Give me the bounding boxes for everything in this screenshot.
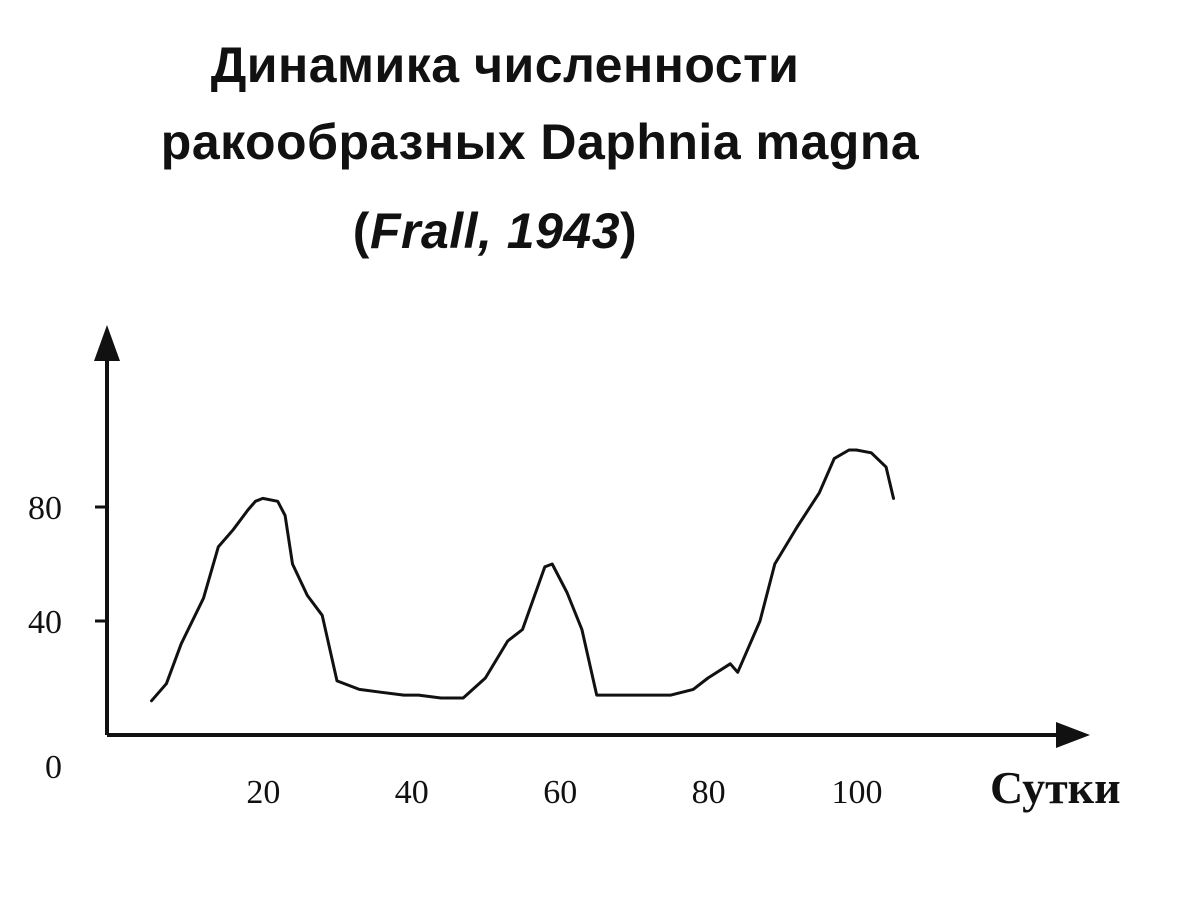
x-tick-label: 20 <box>246 774 280 811</box>
x-axis-label: Сутки <box>990 762 1121 813</box>
x-tick-label: 100 <box>832 774 883 811</box>
y-tick-label: 80 <box>28 490 62 527</box>
y-tick-label: 0 <box>45 749 62 786</box>
y-axis-arrow-icon <box>94 325 120 361</box>
chart-title-line2: ракообразных Daphnia magna <box>160 114 920 170</box>
y-tick-label: 40 <box>28 604 62 641</box>
series-line <box>150 448 895 703</box>
chart-title-source: (Frall, 1943) <box>352 203 638 259</box>
source-author: Frall, 1943 <box>369 203 621 259</box>
x-tick-label: 60 <box>543 774 577 811</box>
x-axis-arrow-icon <box>1056 722 1090 748</box>
x-tick-label: 40 <box>395 774 429 811</box>
x-tick-label: 80 <box>692 774 726 811</box>
chart-title-line1: Динамика численности <box>210 37 800 93</box>
